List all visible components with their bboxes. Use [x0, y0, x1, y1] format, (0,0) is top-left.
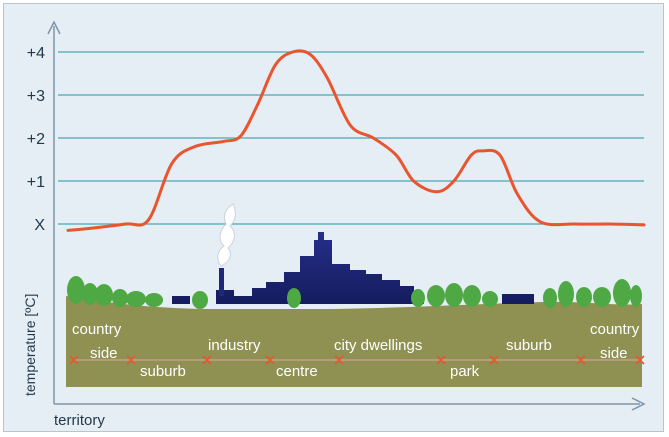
figure-panel: X +1 +2 +3 +4 temperature [ºC] territory: [3, 3, 664, 432]
y-tick-label: +4: [27, 45, 45, 62]
zone-boundary-marker-icon: [489, 355, 499, 365]
x-axis-label: territory: [54, 412, 105, 429]
ground: [66, 296, 642, 387]
zone-label-line: side: [90, 345, 118, 362]
gridlines: [58, 51, 644, 225]
zone-label-line: suburb: [140, 363, 186, 380]
temperature-curve: [66, 49, 646, 232]
zone-label-country-side-right: country side: [590, 321, 640, 362]
zone-label-country-side-left: country side: [72, 321, 122, 362]
zone-boundary-marker-icon: [126, 355, 136, 365]
zone-label-line: country: [590, 321, 640, 338]
zone-label-suburb-left: suburb: [140, 363, 186, 380]
zone-label-line: city dwellings: [334, 337, 422, 354]
axes: [47, 20, 646, 411]
y-tick-labels: X +1 +2 +3 +4: [27, 45, 46, 234]
zone-label-line: country: [72, 321, 122, 338]
city-illustration: [66, 203, 642, 387]
zone-label-industry: industry: [208, 337, 261, 354]
y-tick-label: X: [34, 217, 45, 234]
zone-boundary-marker-icon: [334, 355, 344, 365]
zone-label-line: industry: [208, 337, 261, 354]
zone-label-park: park: [450, 363, 480, 380]
zone-boundary-marker-icon: [265, 355, 275, 365]
zone-label-line: side: [600, 345, 628, 362]
zone-label-line: suburb: [506, 337, 552, 354]
factory-chimney: [219, 268, 224, 296]
smoke-plume: [217, 203, 236, 267]
trees: [67, 276, 642, 309]
y-axis-arrow-icon: [47, 20, 61, 35]
zone-label-city-dwellings: city dwellings: [334, 337, 422, 354]
zone-label-line: park: [450, 363, 480, 380]
zone-boundary-marker-icon: [635, 355, 645, 365]
zone-label-suburb-right: suburb: [506, 337, 552, 354]
zone-boundary-marker-icon: [69, 355, 79, 365]
city-skyline: [172, 232, 534, 304]
y-axis-label: temperature [ºC]: [22, 294, 38, 396]
zone-label-line: centre: [276, 363, 318, 380]
y-tick-label: +2: [27, 131, 45, 148]
y-tick-label: +3: [27, 88, 45, 105]
zone-label-centre: centre: [276, 363, 318, 380]
zone-boundary-marker-icon: [576, 355, 586, 365]
territory-zones: country side suburb industry centre city dwel…: [69, 321, 645, 380]
x-axis-arrow-icon: [631, 397, 646, 411]
zone-boundary-marker-icon: [436, 355, 446, 365]
temperature-chart: X +1 +2 +3 +4 temperature [ºC] territory: [22, 20, 646, 429]
zone-boundary-marker-icon: [202, 355, 212, 365]
y-tick-label: +1: [27, 174, 45, 191]
